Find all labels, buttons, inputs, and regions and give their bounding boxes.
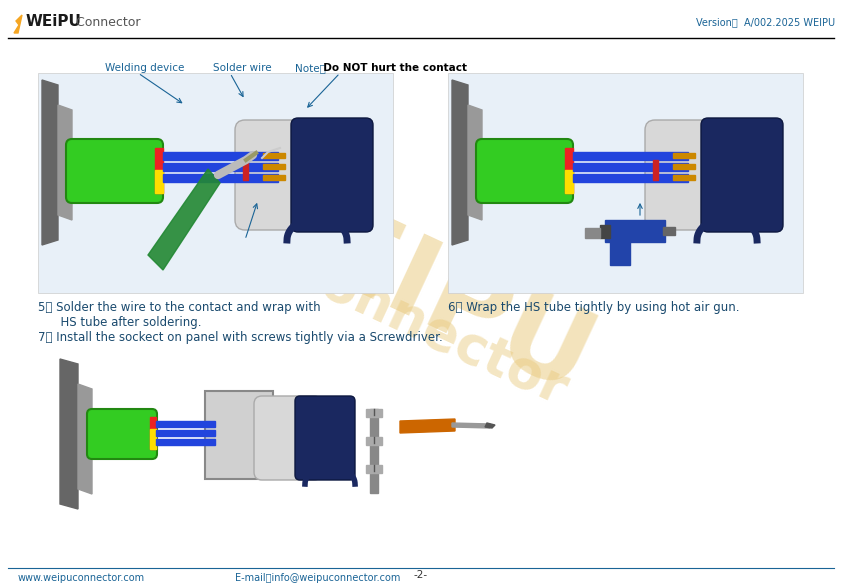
Polygon shape — [263, 175, 285, 180]
Polygon shape — [150, 417, 156, 449]
Polygon shape — [366, 437, 382, 445]
Polygon shape — [565, 170, 573, 193]
Text: 7、 Install the sockect on panel with screws tightly via a Screwdriver.: 7、 Install the sockect on panel with scr… — [38, 331, 443, 344]
FancyBboxPatch shape — [645, 120, 730, 230]
FancyBboxPatch shape — [448, 73, 803, 293]
FancyBboxPatch shape — [254, 396, 322, 480]
Text: 6、 Wrap the HS tube tightly by using hot air gun.: 6、 Wrap the HS tube tightly by using hot… — [448, 301, 739, 314]
Polygon shape — [653, 160, 658, 180]
Polygon shape — [78, 384, 92, 494]
Text: www.weipuconnector.com: www.weipuconnector.com — [18, 573, 145, 583]
FancyBboxPatch shape — [235, 120, 320, 230]
Polygon shape — [605, 220, 665, 242]
Polygon shape — [42, 80, 58, 245]
Polygon shape — [600, 225, 610, 238]
FancyBboxPatch shape — [476, 139, 573, 203]
Polygon shape — [163, 163, 278, 171]
Polygon shape — [370, 437, 378, 465]
Polygon shape — [485, 423, 495, 428]
Polygon shape — [156, 439, 215, 445]
Polygon shape — [452, 423, 490, 428]
Polygon shape — [565, 148, 573, 193]
Polygon shape — [163, 174, 278, 182]
Polygon shape — [673, 164, 695, 169]
Text: E-mail：info@weipuconnector.com: E-mail：info@weipuconnector.com — [235, 573, 401, 583]
FancyBboxPatch shape — [701, 118, 783, 232]
Text: Do NOT hurt the contact: Do NOT hurt the contact — [316, 63, 467, 73]
Polygon shape — [243, 160, 248, 180]
Polygon shape — [585, 228, 600, 238]
Polygon shape — [163, 152, 278, 160]
Polygon shape — [60, 359, 78, 509]
Polygon shape — [155, 148, 163, 193]
Text: Note；: Note； — [295, 63, 326, 73]
Polygon shape — [156, 421, 215, 427]
Polygon shape — [14, 15, 22, 33]
FancyBboxPatch shape — [291, 118, 373, 232]
Text: WEiPU: WEiPU — [26, 15, 82, 29]
Polygon shape — [452, 80, 468, 245]
Polygon shape — [673, 153, 695, 158]
Polygon shape — [468, 105, 482, 220]
Polygon shape — [58, 105, 72, 220]
Text: Solder wire: Solder wire — [213, 63, 272, 73]
Polygon shape — [610, 242, 630, 265]
Text: Welding device: Welding device — [105, 63, 184, 73]
Polygon shape — [573, 163, 688, 171]
Polygon shape — [155, 170, 163, 193]
Polygon shape — [366, 409, 382, 417]
Polygon shape — [366, 465, 382, 473]
Text: -2-: -2- — [414, 570, 428, 580]
Text: ®: ® — [447, 221, 463, 239]
FancyBboxPatch shape — [87, 409, 157, 459]
Polygon shape — [573, 152, 688, 160]
Text: Connector: Connector — [72, 15, 141, 29]
Polygon shape — [673, 175, 695, 180]
FancyBboxPatch shape — [205, 391, 273, 479]
Polygon shape — [573, 174, 688, 182]
Text: Version；  A/002.2025 WEIPU: Version； A/002.2025 WEIPU — [695, 17, 835, 27]
Polygon shape — [400, 419, 455, 433]
Polygon shape — [263, 153, 285, 158]
Text: connector: connector — [285, 244, 576, 416]
Polygon shape — [370, 409, 378, 437]
Polygon shape — [156, 430, 215, 436]
Polygon shape — [148, 169, 220, 270]
Polygon shape — [663, 227, 675, 235]
FancyBboxPatch shape — [38, 73, 393, 293]
FancyBboxPatch shape — [295, 396, 355, 480]
Polygon shape — [263, 164, 285, 169]
Polygon shape — [370, 465, 378, 493]
Text: WEIPU: WEIPU — [191, 145, 610, 415]
Text: 5、 Solder the wire to the contact and wrap with
      HS tube after soldering.: 5、 Solder the wire to the contact and wr… — [38, 301, 321, 329]
Polygon shape — [150, 429, 156, 449]
FancyBboxPatch shape — [66, 139, 163, 203]
